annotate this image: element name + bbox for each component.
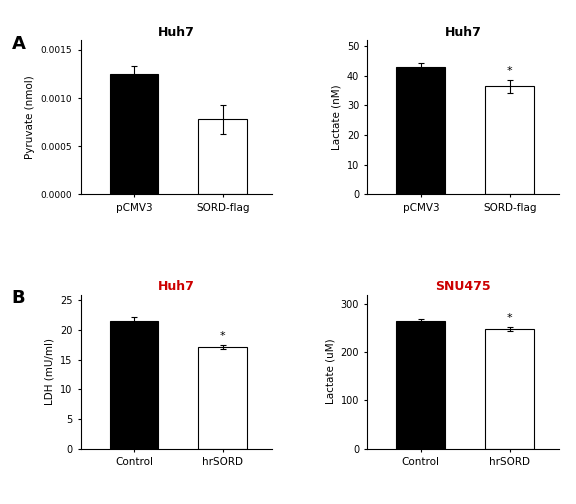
Text: *: * bbox=[507, 313, 513, 324]
Y-axis label: Lactate (nM): Lactate (nM) bbox=[331, 85, 341, 150]
Text: *: * bbox=[507, 66, 513, 76]
Bar bbox=[396, 321, 445, 449]
Bar bbox=[109, 74, 158, 195]
Bar bbox=[486, 329, 535, 449]
Bar bbox=[199, 119, 248, 195]
Y-axis label: Pyruvate (nmol): Pyruvate (nmol) bbox=[25, 76, 35, 159]
Title: Huh7: Huh7 bbox=[158, 26, 195, 39]
Y-axis label: Lactate (uM): Lactate (uM) bbox=[325, 339, 335, 404]
Title: SNU475: SNU475 bbox=[435, 280, 491, 293]
Bar bbox=[109, 321, 158, 449]
Bar bbox=[486, 86, 535, 195]
Y-axis label: LDH (mU/ml): LDH (mU/ml) bbox=[44, 338, 54, 405]
Text: *: * bbox=[220, 331, 226, 341]
Text: A: A bbox=[12, 35, 25, 53]
Bar bbox=[396, 67, 445, 195]
Title: Huh7: Huh7 bbox=[445, 26, 482, 39]
Bar bbox=[199, 347, 248, 449]
Text: B: B bbox=[12, 289, 25, 307]
Title: Huh7: Huh7 bbox=[158, 280, 195, 293]
